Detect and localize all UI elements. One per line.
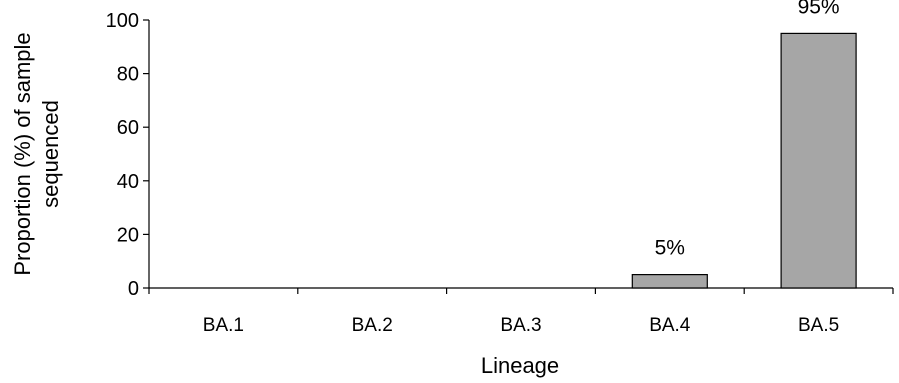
y-axis-title-line: sequenced (38, 100, 63, 208)
y-tick-label: 40 (117, 171, 139, 193)
data-label: 5% (655, 237, 685, 260)
y-axis: 0 20 40 60 80 100 (106, 10, 150, 300)
y-tick-label: 20 (117, 224, 139, 246)
y-tick-label: 0 (128, 278, 139, 300)
bar-ba-4 (631, 274, 708, 289)
bar-ba-5 (780, 32, 857, 289)
y-tick-label: 100 (106, 10, 139, 32)
x-axis: BA.1 BA.2 BA.3 BA.4 BA.5 (148, 287, 894, 336)
bars (631, 32, 857, 289)
x-axis-title: Lineage (481, 353, 559, 378)
x-tick-label: BA.4 (649, 315, 691, 336)
data-labels: 5% 95% (655, 0, 840, 260)
x-tick-label: BA.2 (352, 315, 393, 336)
y-tick-label: 60 (117, 117, 139, 139)
y-axis-title: Proportion (%) of sample sequenced (10, 32, 63, 275)
y-tick-label: 80 (117, 64, 139, 86)
x-tick-label: BA.5 (798, 315, 839, 336)
y-axis-title-line: Proportion (%) of sample (10, 32, 35, 275)
data-label: 95% (798, 0, 840, 18)
x-tick-label: BA.1 (203, 315, 244, 336)
x-tick-label: BA.3 (500, 315, 541, 336)
